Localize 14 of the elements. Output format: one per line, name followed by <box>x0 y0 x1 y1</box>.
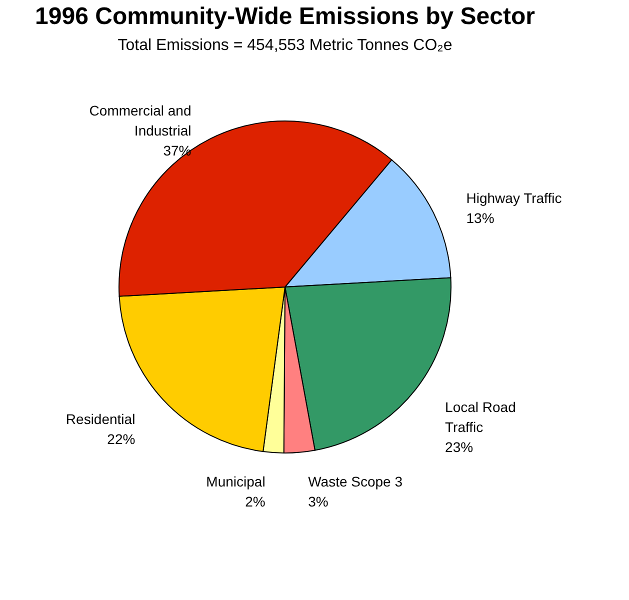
data-label: 22% <box>107 431 136 448</box>
chart-subtitle: Total Emissions = 454,553 Metric Tonnes CO₂e <box>118 37 452 54</box>
slice-label: Commercial and Industrial <box>89 102 192 139</box>
data-label: 23% <box>445 439 474 456</box>
slice-label: Local Road Traffic <box>445 399 516 436</box>
data-label: 37% <box>163 142 192 159</box>
data-label: 3% <box>308 493 328 510</box>
slice-label: Residential <box>66 411 136 428</box>
slice-label: Waste Scope 3 <box>308 473 403 490</box>
slice-label: Municipal <box>206 474 266 490</box>
slice-label: Highway Traffic <box>466 190 562 206</box>
data-label: 2% <box>245 494 266 510</box>
chart-title: 1996 Community-Wide Emissions by Sector <box>35 3 535 30</box>
data-label: 13% <box>466 210 494 226</box>
